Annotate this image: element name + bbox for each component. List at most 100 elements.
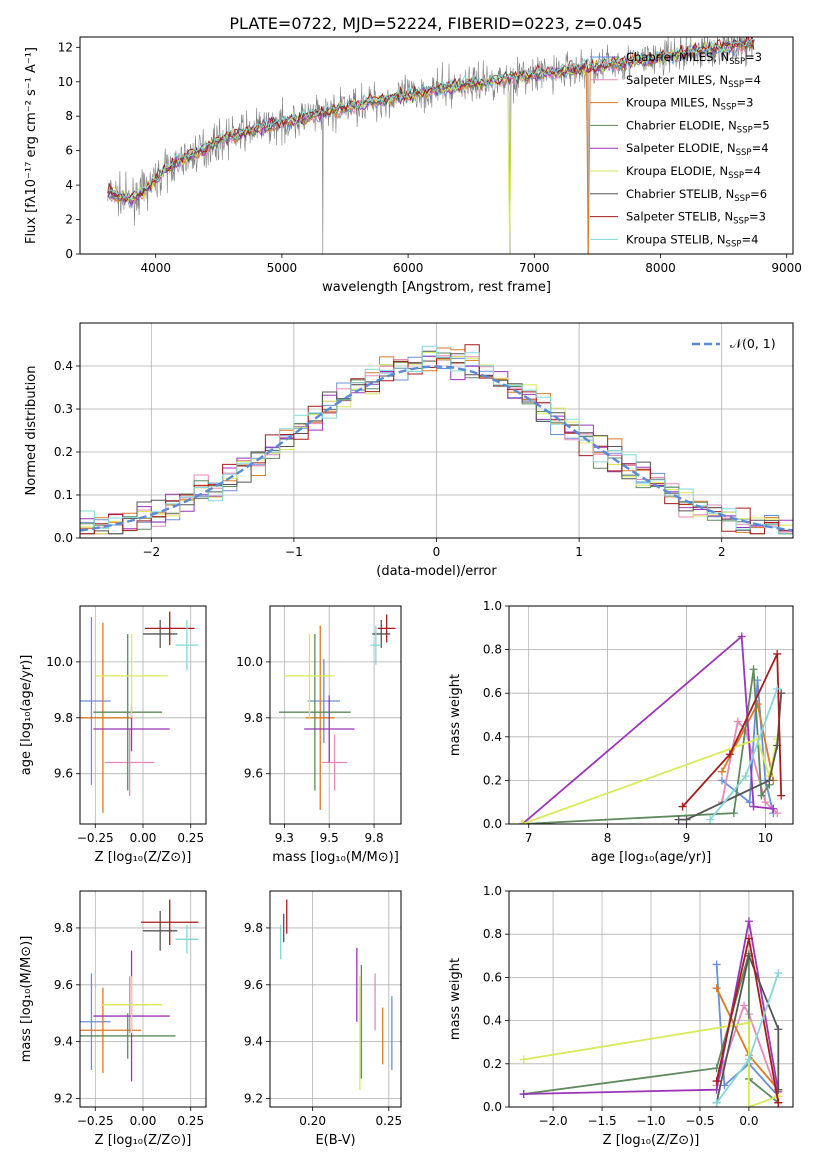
legend-nssp-value: =4 — [752, 141, 769, 155]
y-tick-label: 2 — [65, 213, 73, 227]
x-tick-label: 0.00 — [130, 1114, 157, 1128]
data-marker — [769, 804, 778, 813]
x-tick-label: 7 — [525, 831, 533, 845]
data-marker — [682, 815, 691, 824]
legend-subscript: SSP — [729, 57, 745, 67]
data-marker — [518, 820, 527, 824]
plot-area — [80, 611, 199, 813]
series-line — [715, 964, 779, 1097]
weight-series — [718, 676, 778, 818]
weight-series — [519, 1018, 783, 1107]
y-tick-label: 4 — [65, 178, 73, 192]
legend-subscript: SSP — [733, 217, 749, 227]
x-tick-label: 8 — [604, 831, 612, 845]
histogram-series — [80, 344, 793, 535]
x-tick-label: 9000 — [771, 261, 802, 275]
y-tick-label: 9.8 — [244, 711, 263, 725]
plot-area — [107, 37, 756, 254]
x-axis-label: Z [log₁₀(Z/Z⊙)] — [95, 1133, 192, 1148]
legend-subscript: SSP — [728, 80, 744, 90]
x-axis-label: wavelength [Angstrom, rest frame] — [322, 280, 551, 295]
errorbar-point — [278, 633, 351, 791]
series-line — [715, 952, 780, 1103]
data-marker — [712, 1098, 721, 1107]
y-axis-label: mass weight — [448, 674, 463, 756]
x-axis-label: mass [log₁₀(M/M⊙)] — [272, 850, 399, 865]
y-tick-label: 0.0 — [54, 531, 73, 545]
axes-frame — [269, 890, 402, 1108]
data-marker — [712, 1077, 721, 1086]
y-axis-label: Normed distribution — [24, 366, 39, 496]
data-marker — [712, 984, 721, 993]
data-marker — [744, 1055, 753, 1064]
y-tick-label: 9.6 — [244, 767, 263, 781]
y-tick-label: 9.8 — [54, 711, 73, 725]
panel-mass-vs-Z: −0.25 0.00 0.25 9.2 9.4 9.6 9.8 Z [log₁₀(Z/Z⊙)]… — [19, 890, 207, 1148]
legend-label: Chabrier STELIB, NSSP=6 — [626, 187, 767, 204]
weight-series — [712, 934, 783, 1107]
y-axis-label: mass weight — [448, 958, 463, 1040]
legend-label: 𝒩(0, 1) — [730, 336, 776, 351]
legend-series-name: Chabrier STELIB, N — [626, 187, 734, 201]
data-marker — [749, 665, 758, 674]
series-line — [715, 1003, 780, 1097]
weight-series — [678, 649, 786, 811]
axes-frame — [79, 605, 207, 825]
data-marker — [519, 1055, 528, 1064]
data-marker — [761, 798, 770, 807]
legend-subscript: SSP — [728, 171, 744, 181]
y-tick-label: 9.8 — [244, 921, 263, 935]
y-axis-label: age [log₁₀(age/yr)] — [19, 655, 34, 776]
x-tick-label: 10 — [758, 831, 773, 845]
errorbar-point — [101, 976, 163, 1034]
data-marker — [740, 1001, 749, 1010]
errorbar-point — [284, 633, 335, 718]
legend-series-name: Salpeter ELODIE, N — [626, 141, 736, 155]
errorbar-point — [80, 973, 111, 1071]
y-tick-label: 8 — [65, 109, 73, 123]
x-tick-label: 0.25 — [375, 1114, 402, 1128]
x-tick-label: −0.25 — [77, 831, 114, 845]
legend-subscript: SSP — [734, 194, 750, 204]
errorbar-point — [377, 614, 396, 643]
y-tick-label: 9.6 — [54, 767, 73, 781]
x-tick-label: 0.25 — [177, 831, 204, 845]
y-tick-label: 1.0 — [483, 884, 502, 898]
plot-area — [80, 344, 793, 535]
x-tick-label: −2 — [142, 545, 160, 559]
data-marker — [720, 1081, 729, 1090]
x-tick-label: −0.25 — [77, 1114, 114, 1128]
x-tick-label: 0.0 — [739, 1114, 758, 1128]
y-axis-label: Flux [fλ10⁻¹⁷ erg cm⁻² s⁻¹ A⁻¹] — [24, 47, 39, 244]
x-axis-label: Z [log₁₀(Z/Z⊙)] — [603, 1133, 700, 1148]
x-tick-label: 8000 — [645, 261, 676, 275]
panel-weight-vs-age: 7 8 9 10 0.0 0.2 0.4 0.6 0.8 1.0 age [log₁₀(age/yr… — [448, 599, 794, 865]
legend-nssp-value: =4 — [741, 232, 758, 246]
errorbar-point — [93, 633, 163, 791]
y-tick-label: 0 — [65, 247, 73, 261]
panels: 4000 5000 6000 7000 8000 9000024681012wavelen… — [19, 36, 802, 1148]
data-marker — [741, 772, 750, 781]
x-axis-label: E(B-V) — [315, 1133, 355, 1148]
legend-subscript: SSP — [726, 239, 742, 249]
axes-frame — [79, 36, 794, 255]
y-tick-label: 0.4 — [483, 1014, 502, 1028]
x-tick-label: 0.20 — [299, 1114, 326, 1128]
y-tick-label: 0.0 — [483, 817, 502, 831]
data-marker — [718, 767, 726, 776]
panel-age-vs-Z: −0.25 0.00 0.25 9.6 9.8 10.0 Z [log₁₀(Z/Z⊙)] ag… — [19, 605, 207, 865]
legend-nssp-value: =3 — [745, 50, 762, 64]
model-spectrum — [107, 38, 755, 200]
y-tick-label: 0.4 — [483, 730, 502, 744]
errorbar-point — [175, 619, 199, 671]
legend-series-name: Salpeter STELIB, N — [626, 210, 733, 224]
data-marker — [725, 750, 734, 759]
legend-label: Salpeter STELIB, NSSP=3 — [626, 210, 766, 227]
data-marker — [733, 717, 742, 726]
data-marker — [678, 802, 687, 811]
legend-nssp-value: =3 — [736, 96, 753, 110]
legend-label: Kroupa ELODIE, NSSP=4 — [626, 164, 761, 181]
y-tick-label: 0.8 — [483, 643, 502, 657]
y-tick-label: 9.2 — [244, 1091, 263, 1105]
y-tick-label: 10 — [58, 75, 73, 89]
